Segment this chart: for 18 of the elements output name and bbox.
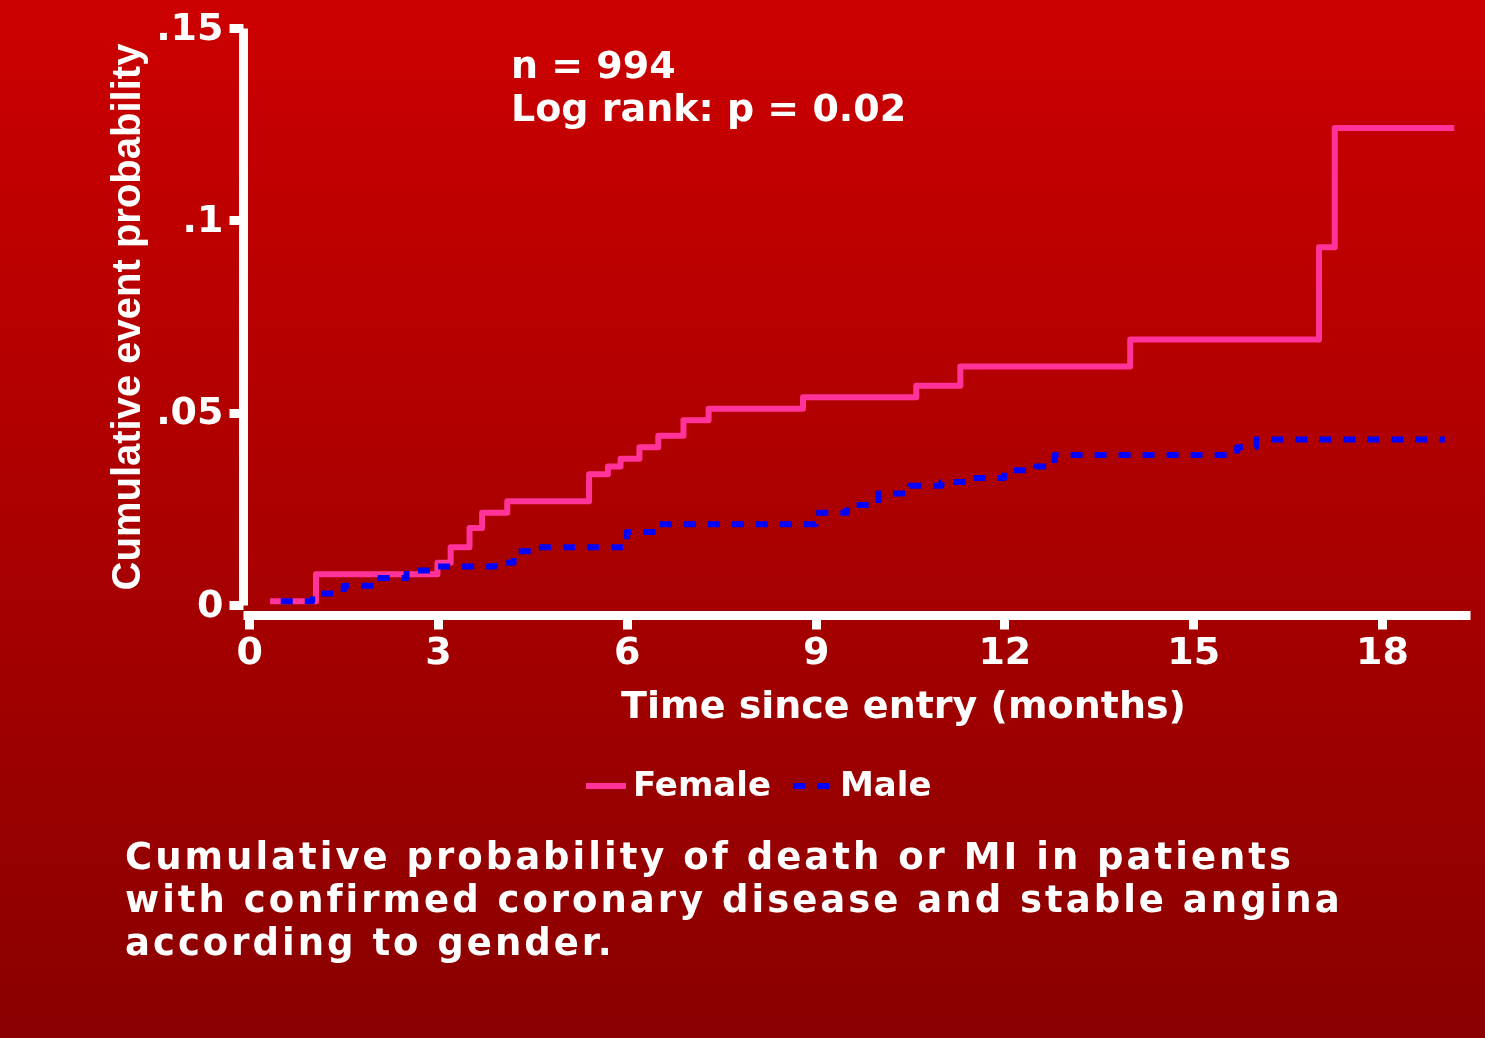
x-axis-title: Time since entry (months): [621, 682, 1186, 727]
annotation: Log rank: p = 0.02: [511, 86, 907, 130]
annotation: n = 994: [511, 43, 676, 87]
text: Cumulative probability of death or MI in patients with confirmed coronary disease and stable angina according to gender.: [125, 835, 1344, 964]
x-tick-label: 9: [802, 628, 830, 673]
y-tick-label: .15: [156, 4, 224, 49]
y-axis-title: Cumulative event probability: [104, 42, 149, 591]
legend-label: Male: [840, 764, 932, 804]
x-tick-label: 0: [236, 628, 264, 673]
legend-label: Female: [633, 764, 771, 804]
x-tick-label: 15: [1167, 628, 1221, 673]
y-tick-label: .1: [182, 196, 224, 241]
y-tick-label: 0: [197, 581, 224, 626]
y-tick-label: .05: [156, 389, 224, 434]
x-tick-label: 12: [978, 628, 1032, 673]
x-tick-label: 3: [425, 628, 452, 673]
x-tick-label: 6: [614, 628, 641, 673]
x-tick-label: 18: [1355, 628, 1409, 673]
